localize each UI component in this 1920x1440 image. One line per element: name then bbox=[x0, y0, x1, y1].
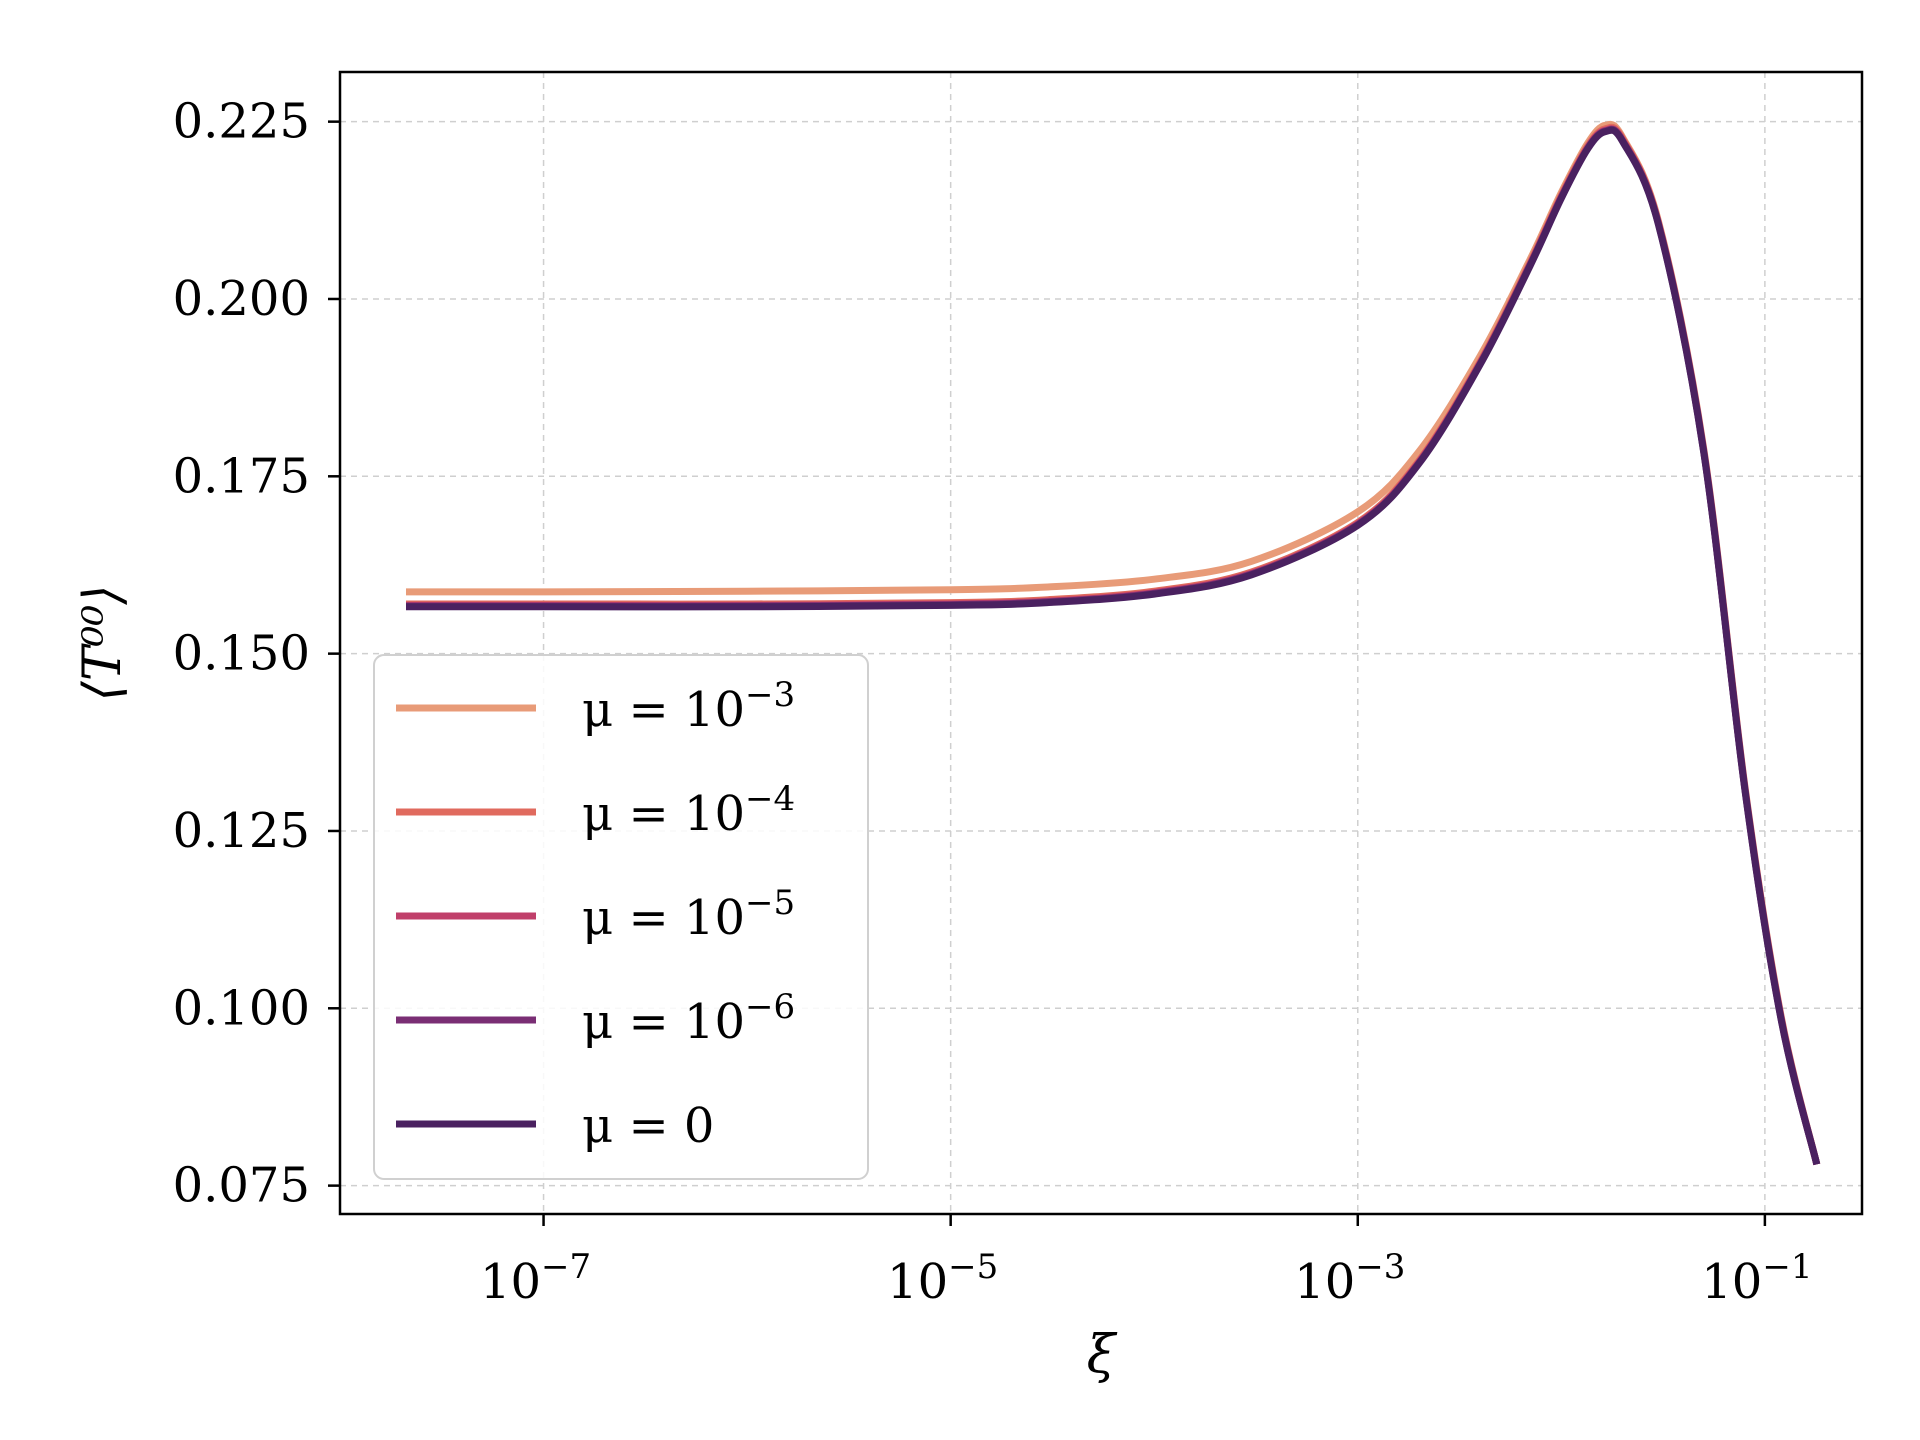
legend-label: μ = 10−3 bbox=[582, 675, 795, 738]
y-axis-label: ⟨T⁰⁰⟩ bbox=[73, 585, 133, 702]
y-tick-label: 0.200 bbox=[173, 271, 310, 327]
x-tick-label: 10−7 bbox=[480, 1247, 591, 1310]
legend-label: μ = 10−5 bbox=[582, 883, 795, 946]
legend-label: μ = 10−6 bbox=[582, 987, 795, 1050]
y-tick-label: 0.225 bbox=[173, 94, 310, 150]
x-axis-label: ξ bbox=[1087, 1325, 1118, 1385]
y-axis-ticks: 0.075 0.100 0.125 0.150 0.175 0.200 0.225 bbox=[173, 94, 340, 1214]
svg-text:ξ: ξ bbox=[1087, 1325, 1118, 1385]
x-tick-label: 10−5 bbox=[887, 1247, 998, 1310]
y-tick-label: 0.100 bbox=[173, 980, 310, 1036]
y-tick-label: 0.075 bbox=[173, 1158, 310, 1214]
legend-entry: μ = 0 bbox=[396, 1098, 714, 1154]
legend-entry: μ = 10−5 bbox=[396, 883, 795, 946]
legend-box bbox=[373, 654, 869, 1180]
legend-label: μ = 10−4 bbox=[582, 779, 795, 842]
svg-text:⟨T⁰⁰⟩: ⟨T⁰⁰⟩ bbox=[73, 585, 133, 702]
series-lines bbox=[405, 120, 1821, 1166]
x-tick-label: 10−3 bbox=[1294, 1247, 1405, 1310]
legend-entry: μ = 10−6 bbox=[396, 987, 795, 1050]
plot-frame bbox=[338, 70, 1864, 1216]
y-tick-label: 0.175 bbox=[173, 448, 310, 504]
y-tick-label: 0.150 bbox=[173, 626, 310, 682]
x-tick-label: 10−1 bbox=[1701, 1247, 1812, 1310]
legend-label: μ = 0 bbox=[582, 1098, 714, 1154]
grid bbox=[340, 72, 1862, 1214]
legend: μ = 10−3 μ = 10−4 μ = 10−5 μ = 10−6 μ = 0 bbox=[373, 654, 869, 1180]
series-line-5 bbox=[406, 126, 1821, 1166]
x-axis-ticks: 10−7 10−5 10−3 10−1 bbox=[480, 1214, 1812, 1310]
legend-entry: μ = 10−3 bbox=[396, 675, 795, 738]
legend-entry: μ = 10−4 bbox=[396, 779, 795, 842]
y-tick-label: 0.125 bbox=[173, 803, 310, 859]
